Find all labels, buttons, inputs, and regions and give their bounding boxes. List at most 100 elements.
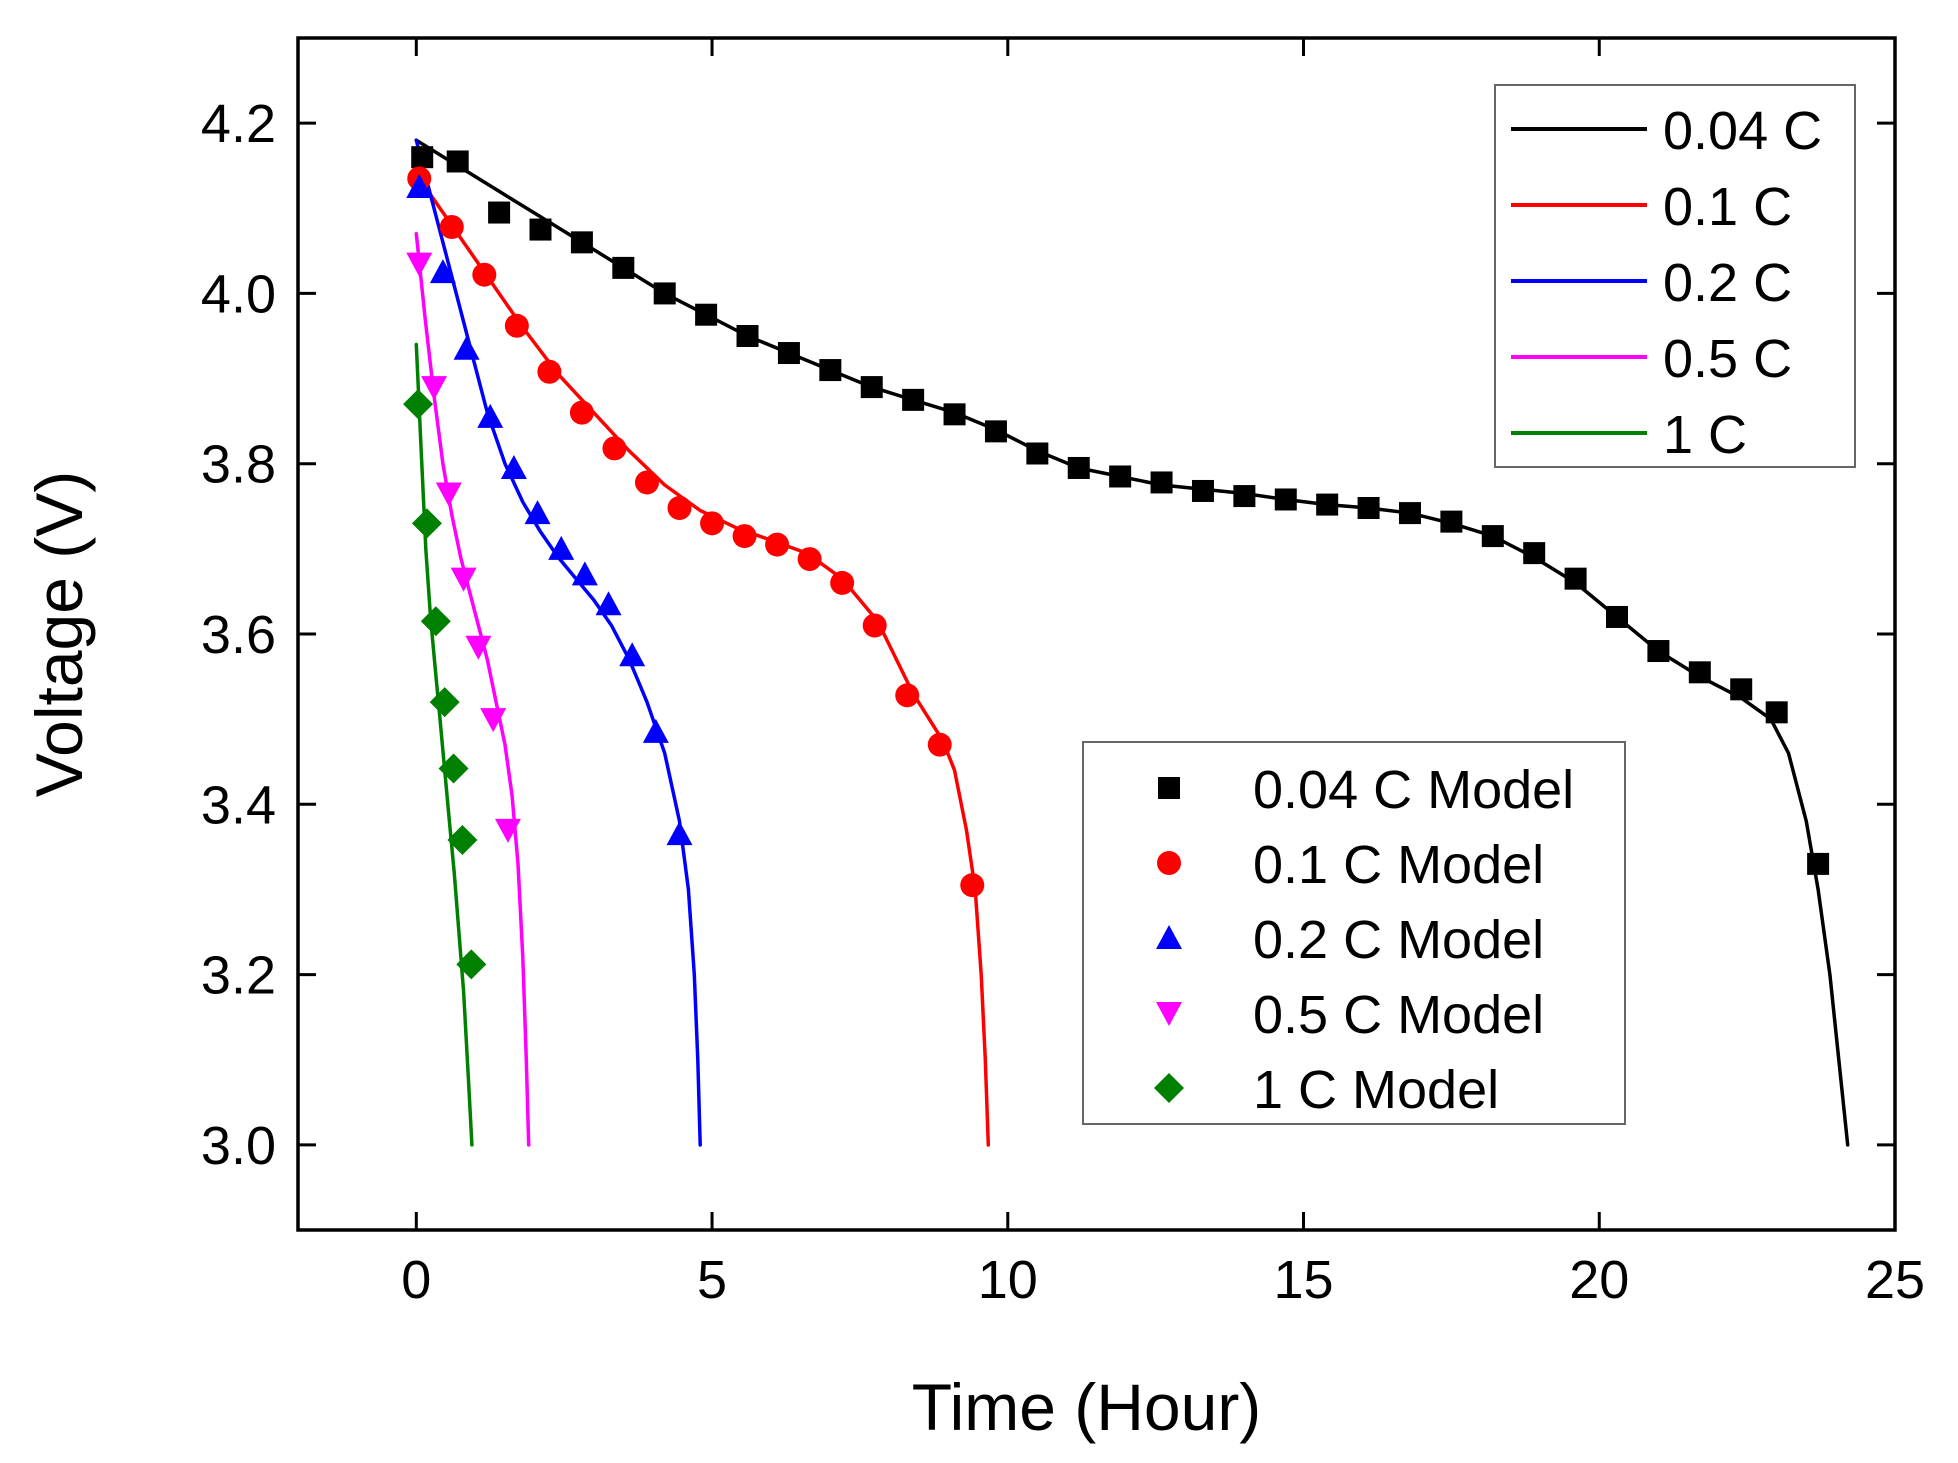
data-point-7-8 — [595, 591, 622, 616]
model-legend-box — [1082, 741, 1626, 1125]
legend-entry-label: 0.04 C — [1663, 101, 1822, 161]
data-point-6-16 — [927, 732, 952, 757]
x-tick-label: 20 — [1569, 1250, 1629, 1310]
data-point-5-12 — [902, 388, 925, 411]
data-point-6-4 — [537, 359, 562, 384]
data-point-5-19 — [1191, 479, 1214, 502]
data-point-5-28 — [1564, 567, 1587, 590]
data-point-6-6 — [602, 436, 627, 461]
data-point-5-14 — [984, 420, 1007, 443]
x-tick-label: 25 — [1865, 1250, 1925, 1310]
data-point-5-7 — [695, 303, 718, 326]
series-line-3 — [414, 232, 531, 1147]
series-line-0 — [414, 138, 1850, 1147]
data-point-5-17 — [1109, 465, 1132, 488]
data-point-5-6 — [653, 282, 676, 305]
data-point-7-3 — [477, 403, 504, 428]
legend-entry-label: 0.04 C Model — [1253, 760, 1574, 820]
y-tick-label: 3.0 — [201, 1116, 276, 1176]
data-point-5-13 — [943, 403, 966, 426]
y-tick-label: 3.2 — [201, 946, 276, 1006]
data-point-7-11 — [666, 821, 693, 846]
y-axis-label: Voltage (V) — [22, 471, 96, 798]
data-point-7-4 — [500, 454, 527, 479]
data-point-5-27 — [1523, 542, 1546, 565]
data-point-7-0 — [406, 174, 433, 198]
x-tick-label: 0 — [401, 1250, 431, 1310]
x-tick-label: 5 — [697, 1250, 727, 1310]
data-point-5-21 — [1274, 488, 1297, 511]
data-point-9-0 — [403, 389, 434, 420]
data-point-5-18 — [1150, 471, 1173, 494]
data-point-8-6 — [494, 818, 521, 843]
data-point-5-3 — [529, 218, 552, 241]
data-point-5-1 — [446, 150, 469, 173]
line-legend: 0.04 C 0.1 C 0.2 C 0.5 C 1 C — [1494, 84, 1856, 468]
legend-entry-label: 1 C Model — [1253, 1060, 1499, 1120]
x-tick-label: 10 — [978, 1250, 1038, 1310]
data-point-5-0 — [411, 146, 434, 169]
series-line-1 — [414, 172, 991, 1147]
legend-entry-label: 1 C — [1663, 405, 1747, 465]
data-point-6-12 — [797, 547, 822, 572]
legend-entry-label: 0.1 C Model — [1253, 835, 1544, 895]
data-point-6-13 — [830, 570, 855, 595]
model-legend: 0.04 C Model 0.1 C Model 0.2 C Model 0.5 C … — [1082, 741, 1626, 1125]
legend-marker-1 — [1157, 851, 1181, 875]
data-point-7-1 — [429, 259, 456, 284]
data-point-9-5 — [447, 825, 478, 856]
data-point-5-9 — [777, 342, 800, 365]
data-point-6-14 — [862, 613, 887, 638]
data-point-8-1 — [421, 376, 448, 401]
y-tick-label: 3.4 — [201, 775, 276, 835]
data-point-6-2 — [472, 262, 497, 287]
data-point-5-15 — [1026, 442, 1049, 465]
data-point-6-1 — [439, 215, 464, 240]
y-tick-label: 4.2 — [201, 94, 276, 154]
data-point-9-2 — [420, 606, 451, 637]
data-point-6-7 — [634, 470, 659, 495]
data-point-8-2 — [435, 482, 462, 507]
data-point-7-7 — [571, 561, 598, 586]
data-point-5-33 — [1765, 701, 1788, 724]
legend-entry-label: 0.2 C Model — [1253, 910, 1544, 970]
data-point-8-5 — [480, 708, 507, 733]
x-tick-label: 15 — [1273, 1250, 1333, 1310]
data-point-5-24 — [1398, 502, 1421, 525]
legend-marker-4 — [1154, 1073, 1184, 1103]
legend-entry-label: 0.2 C — [1663, 253, 1792, 313]
data-point-7-6 — [548, 535, 575, 560]
data-point-9-3 — [429, 687, 460, 718]
data-point-5-11 — [860, 376, 883, 399]
data-point-6-15 — [895, 683, 920, 708]
series-layer — [403, 138, 1850, 1147]
legend-marker-3 — [1156, 1002, 1182, 1026]
data-point-5-25 — [1440, 510, 1463, 533]
data-point-6-11 — [765, 532, 790, 557]
legend-entry-label: 0.5 C — [1663, 329, 1792, 389]
data-point-5-26 — [1481, 525, 1504, 548]
data-point-5-30 — [1647, 640, 1670, 663]
legend-marker-0 — [1158, 777, 1180, 799]
legend-marker-2 — [1156, 925, 1182, 949]
data-point-5-4 — [570, 231, 593, 254]
y-tick-label: 4.0 — [201, 264, 276, 324]
data-point-8-3 — [450, 567, 477, 592]
data-point-6-17 — [960, 873, 985, 898]
data-point-5-29 — [1606, 605, 1629, 628]
data-point-5-10 — [819, 359, 842, 382]
y-tick-label: 3.6 — [201, 605, 276, 665]
data-point-9-1 — [411, 508, 442, 539]
data-point-6-10 — [732, 524, 757, 549]
data-point-5-23 — [1357, 496, 1380, 519]
x-axis-label: Time (Hour) — [912, 1370, 1262, 1444]
data-point-9-6 — [456, 949, 487, 980]
line-legend-box — [1494, 84, 1856, 468]
data-point-6-8 — [667, 495, 692, 520]
data-point-7-10 — [642, 718, 669, 743]
axes-layer: 0 5 10 15 20 25 3.0 3.2 3.4 3.6 3.8 4.0 4.2 Time (Hou… — [22, 36, 1925, 1444]
data-point-7-5 — [524, 500, 551, 525]
data-point-5-2 — [488, 201, 511, 224]
data-point-5-31 — [1688, 661, 1711, 684]
data-point-5-5 — [612, 256, 635, 279]
